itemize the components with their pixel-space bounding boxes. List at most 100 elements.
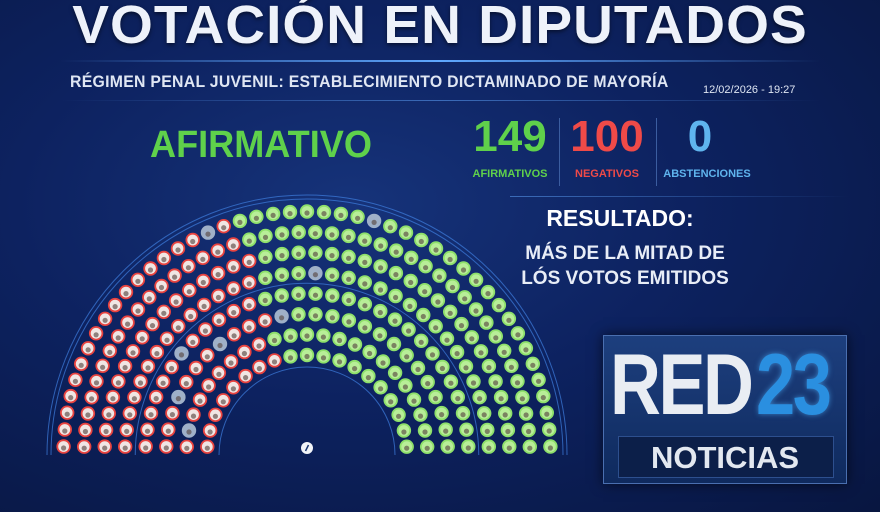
- deputy-photo-icon: [304, 333, 310, 339]
- deputy-photo-icon: [429, 352, 436, 358]
- deputy-photo-icon: [378, 386, 384, 392]
- deputy-photo-icon: [444, 337, 450, 343]
- deputy-photo-icon: [237, 219, 243, 225]
- deputy-photo-icon: [449, 284, 456, 291]
- deputy-photo-icon: [329, 315, 335, 321]
- deputy-photo-icon: [346, 319, 352, 325]
- deputy-photo-icon: [89, 396, 95, 402]
- deputy-photo-icon: [221, 225, 227, 231]
- deputy-photo-icon: [124, 428, 130, 434]
- deputy-photo-icon: [387, 225, 393, 231]
- deputy-photo-icon: [336, 337, 343, 344]
- deputy-photo-icon: [206, 384, 212, 390]
- deputy-photo-icon: [312, 251, 318, 257]
- deputy-photo-icon: [536, 378, 542, 384]
- deputy-photo-icon: [184, 445, 190, 451]
- deputy-photo-icon: [61, 445, 67, 451]
- deputy-photo-icon: [433, 396, 439, 402]
- deputy-photo-icon: [253, 215, 259, 221]
- deputy-photo-icon: [188, 313, 194, 320]
- deputy-photo-icon: [463, 428, 470, 434]
- deputy-photo-icon: [445, 445, 451, 451]
- deputy-photo-icon: [158, 284, 165, 291]
- deputy-photo-icon: [530, 362, 536, 368]
- deputy-photo-icon: [262, 255, 268, 261]
- deputy-photo-icon: [231, 310, 237, 316]
- deputy-photo-icon: [362, 303, 368, 309]
- deputy-photo-icon: [411, 398, 417, 404]
- deputy-photo-icon: [519, 396, 526, 402]
- deputy-photo-icon: [231, 333, 237, 339]
- deputy-photo-icon: [230, 243, 236, 249]
- deputy-photo-icon: [100, 364, 106, 370]
- deputy-photo-icon: [165, 428, 171, 434]
- deputy-photo-icon: [377, 333, 383, 339]
- deputy-photo-icon: [371, 219, 377, 225]
- deputy-photo-icon: [546, 428, 552, 434]
- deputy-photo-icon: [484, 428, 490, 434]
- divider: [559, 118, 560, 186]
- deputy-photo-icon: [483, 321, 489, 327]
- deputy-photo-icon: [355, 215, 361, 221]
- deputy-photo-icon: [435, 299, 441, 305]
- deputy-photo-icon: [125, 321, 131, 327]
- logo-bar: [618, 436, 834, 478]
- deputy-photo-icon: [161, 256, 167, 263]
- deputy-photo-icon: [106, 412, 112, 418]
- deputy-photo-icon: [523, 412, 529, 418]
- deputy-photo-icon: [465, 445, 471, 451]
- deputy-photo-icon: [477, 396, 483, 402]
- deputy-photo-icon: [391, 342, 397, 349]
- deputy-photo-icon: [304, 210, 310, 216]
- deputy-photo-icon: [460, 412, 466, 418]
- deputy-photo-icon: [145, 365, 151, 371]
- deputy-photo-icon: [378, 243, 384, 249]
- logo-number: 23: [756, 337, 832, 433]
- timestamp: 12/02/2026 - 19:27: [703, 84, 796, 96]
- deputy-photo-icon: [215, 272, 221, 278]
- deputy-photo-icon: [469, 336, 475, 342]
- negativos-label: NEGATIVOS: [575, 168, 639, 180]
- deputy-photo-icon: [143, 445, 149, 451]
- deputy-photo-icon: [439, 365, 445, 372]
- deputy-photo-icon: [485, 291, 491, 297]
- deputy-photo-icon: [122, 445, 128, 451]
- hemicycle-arc: [50, 198, 564, 456]
- deputy-photo-icon: [154, 351, 160, 357]
- deputy-photo-icon: [436, 274, 442, 280]
- deputy-photo-icon: [377, 310, 383, 316]
- deputy-photo-icon: [493, 335, 499, 341]
- deputy-photo-icon: [515, 332, 521, 338]
- deputy-photo-icon: [217, 342, 223, 349]
- hemicycle-arc: [46, 194, 568, 456]
- deputy-photo-icon: [160, 380, 166, 386]
- deputy-photo-icon: [146, 296, 152, 302]
- deputy-photo-icon: [447, 310, 453, 316]
- deputy-photo-icon: [85, 412, 91, 418]
- deputy-photo-icon: [320, 334, 326, 340]
- slash-icon: [304, 444, 310, 452]
- deputy-photo-icon: [362, 281, 368, 287]
- deputy-photo-icon: [425, 381, 431, 387]
- deputy-photo-icon: [147, 267, 154, 273]
- deputy-photo-icon: [378, 265, 384, 271]
- deputy-photo-icon: [107, 349, 113, 355]
- deputy-photo-icon: [439, 412, 445, 418]
- deputy-photo-icon: [186, 429, 192, 435]
- deputy-photo-icon: [418, 238, 424, 245]
- deputy-photo-icon: [246, 303, 252, 309]
- deputy-photo-icon: [460, 267, 467, 273]
- deputy-photo-icon: [115, 380, 121, 386]
- deputy-photo-icon: [262, 234, 269, 240]
- deputy-photo-icon: [320, 355, 327, 361]
- deputy-photo-icon: [433, 247, 439, 253]
- deputy-photo-icon: [148, 412, 154, 418]
- deputy-photo-icon: [329, 273, 335, 279]
- deputy-photo-icon: [205, 231, 211, 237]
- deputy-photo-icon: [270, 212, 276, 218]
- deputy-photo-icon: [362, 238, 368, 244]
- deputy-photo-icon: [404, 445, 410, 451]
- deputy-photo-icon: [112, 304, 118, 310]
- deputy-photo-icon: [271, 337, 278, 344]
- deputy-photo-icon: [78, 362, 84, 368]
